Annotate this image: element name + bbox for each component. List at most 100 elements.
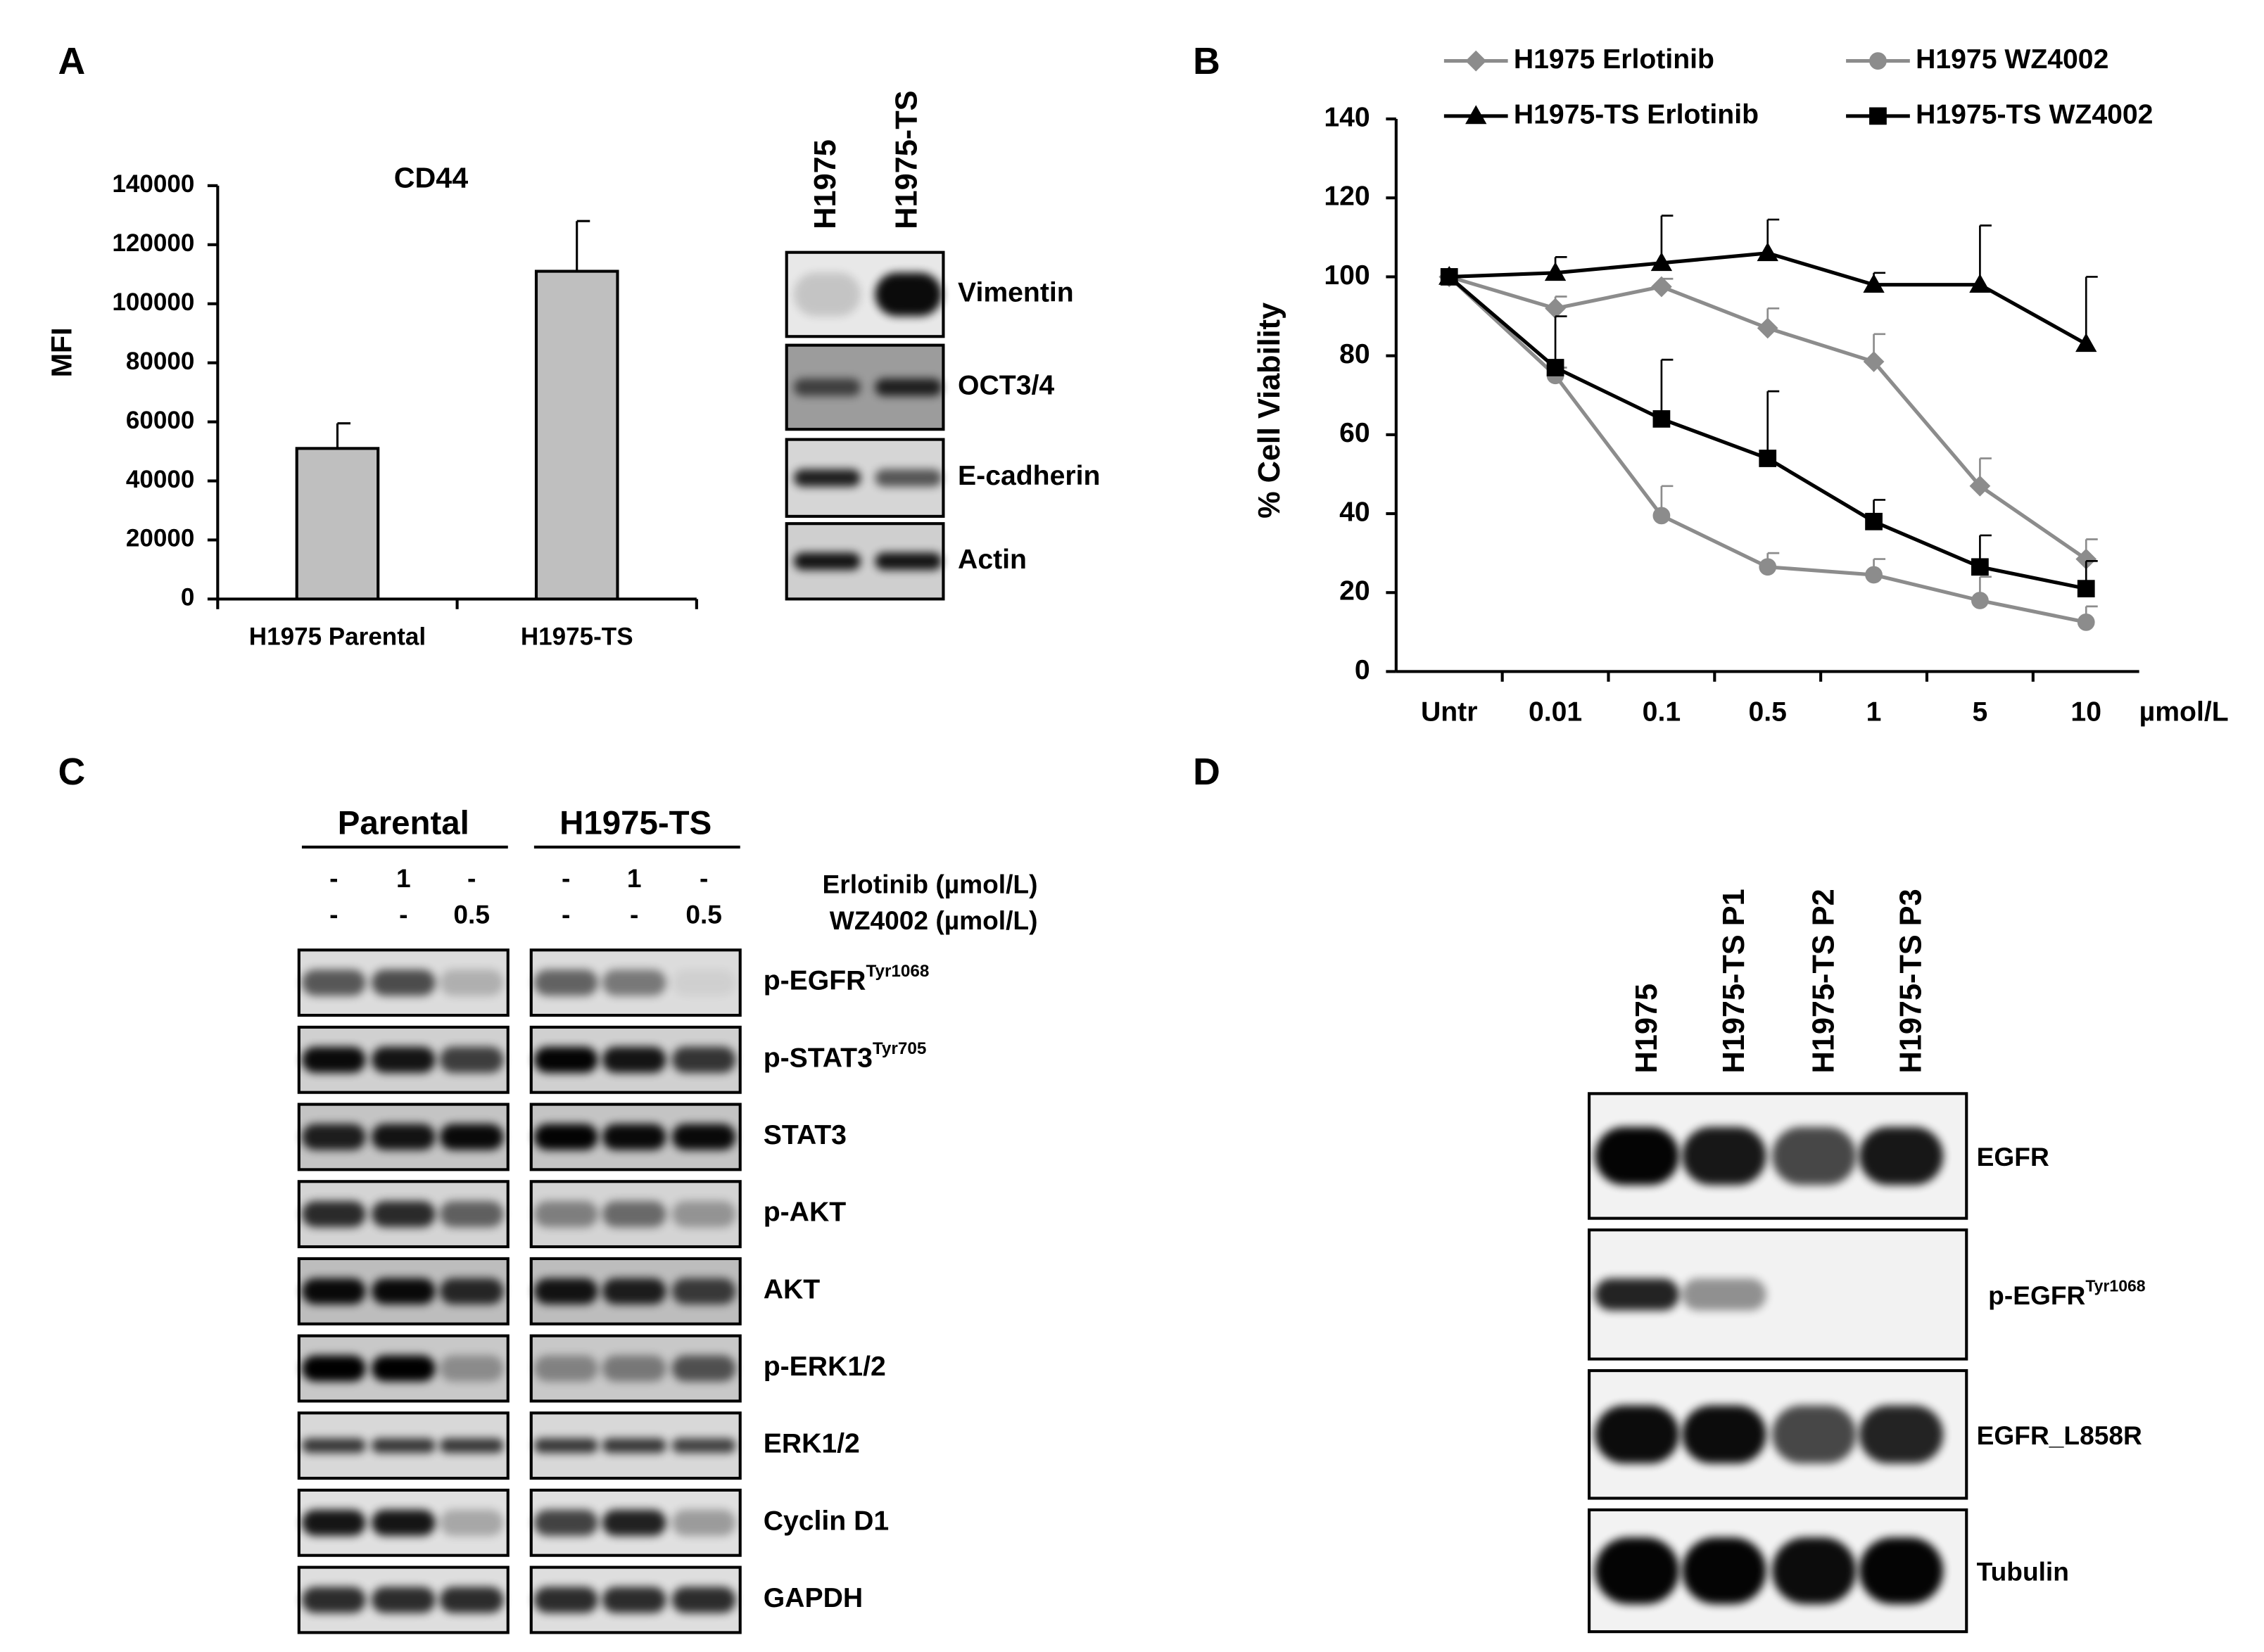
blot-frame [297,1025,510,1094]
row-label: p-AKT [764,1197,847,1228]
blot-band [1595,1126,1679,1186]
blot-band [671,1201,736,1228]
row-label: GAPDH [764,1583,863,1613]
y-tick-label: 120 [1324,182,1370,212]
row-label: AKT [764,1275,821,1305]
row-label: OCT3/4 [958,371,1054,401]
blot-band [794,552,861,571]
blot-frame [1588,1369,1968,1500]
blot-band [301,1046,366,1073]
data-point [2077,613,2095,631]
row-label: p-EGFRTyr1068 [764,962,930,996]
blot-band [301,1587,366,1613]
blot-band [1771,1537,1857,1604]
legend-label: H1975 Erlotinib [1514,44,1714,75]
blot-band [439,1201,504,1228]
blot-band [602,1201,666,1228]
y-tick-label: 0 [1355,655,1370,685]
y-tick-label: 100 [1324,260,1370,291]
blot-band [1595,1405,1679,1464]
row-label-text: GAPDH [764,1583,863,1613]
legend-marker [1465,50,1487,72]
data-point [1759,450,1777,467]
blot-band [301,1201,366,1228]
y-tick-label: 80 [1339,339,1370,369]
blot-band [371,1278,436,1304]
data-point [2075,333,2097,352]
y-tick-label: 40000 [126,466,194,493]
panel-label: C [58,751,85,793]
treatment-value: 1 [396,863,411,893]
row-label-text: E-cadherin [958,462,1100,492]
treatment-label: Erlotinib (µmol/L) [823,869,1038,898]
blot-band [1595,1537,1679,1604]
column-label: H1975-TS P3 [1894,889,1928,1073]
y-tick-label: 120000 [112,229,194,257]
row-label-text: EGFR [1977,1142,2049,1171]
blot-band [301,1438,366,1453]
blot-band [1859,1537,1944,1604]
blot-band [371,1124,436,1150]
row-label-superscript: Tyr705 [873,1039,926,1058]
blot-band [1595,1278,1679,1311]
blot-band [439,1046,504,1073]
blot-band [439,970,504,996]
blot-band [875,272,942,317]
blot-band [301,1278,366,1304]
blot-frame [785,343,945,431]
blot-band [1859,1126,1944,1186]
blot-band [875,469,942,487]
row-label: p-ERK1/2 [764,1352,886,1382]
row-label-text: Tubulin [1977,1556,2069,1586]
blot-band [794,272,861,317]
row-label: E-cadherin [958,462,1100,492]
blot-frame [297,1565,510,1634]
blot-frame [529,1180,742,1249]
data-point [1650,252,1673,272]
data-point [1971,558,1989,576]
blot-frame [529,1257,742,1326]
y-axis-label: MFI [46,327,78,377]
data-point [1971,592,1989,609]
legend-marker [1869,107,1887,125]
panel-label: A [58,40,85,82]
legend-label: H1975-TS WZ4002 [1916,99,2153,129]
blot-band [533,970,598,996]
row-label: STAT3 [764,1120,847,1150]
blot-band [671,1587,736,1613]
blot-band [533,1124,598,1150]
data-point [1865,512,1883,530]
y-tick-label: 100000 [112,288,194,316]
data-point [1969,475,1991,497]
blot-band [1682,1537,1766,1604]
y-tick-label: 60000 [126,407,194,434]
row-label-text: p-ERK1/2 [764,1352,886,1382]
blot-frame [297,1411,510,1480]
row-label-superscript: Tyr1068 [2085,1277,2145,1295]
x-tick-label: H1975 Parental [249,623,426,650]
column-label: H1975-TS [890,90,923,229]
blot-band [875,552,942,571]
chart-title: CD44 [394,162,468,194]
blot-band [533,1046,598,1073]
x-tick-label: 0.01 [1529,697,1582,727]
column-label: H1975 [1630,984,1664,1074]
blot-frame [1588,1228,1968,1361]
row-label-text: p-STAT3 [764,1043,873,1074]
treatment-value: 0.5 [453,900,490,929]
blot-band [602,1278,666,1304]
blot-band [1859,1405,1944,1464]
row-label-text: AKT [764,1275,821,1305]
blot-band [1682,1126,1766,1186]
blot-frame [785,522,945,601]
row-label: p-STAT3Tyr705 [764,1039,927,1073]
blot-frame [1588,1092,1968,1220]
data-point [1863,274,1885,293]
blot-band [602,1438,666,1453]
blot-band [301,1509,366,1536]
treatment-value: - [329,900,338,929]
legend-marker [1869,52,1887,70]
treatment-value: - [630,900,638,929]
legend-label: H1975 WZ4002 [1916,44,2108,75]
